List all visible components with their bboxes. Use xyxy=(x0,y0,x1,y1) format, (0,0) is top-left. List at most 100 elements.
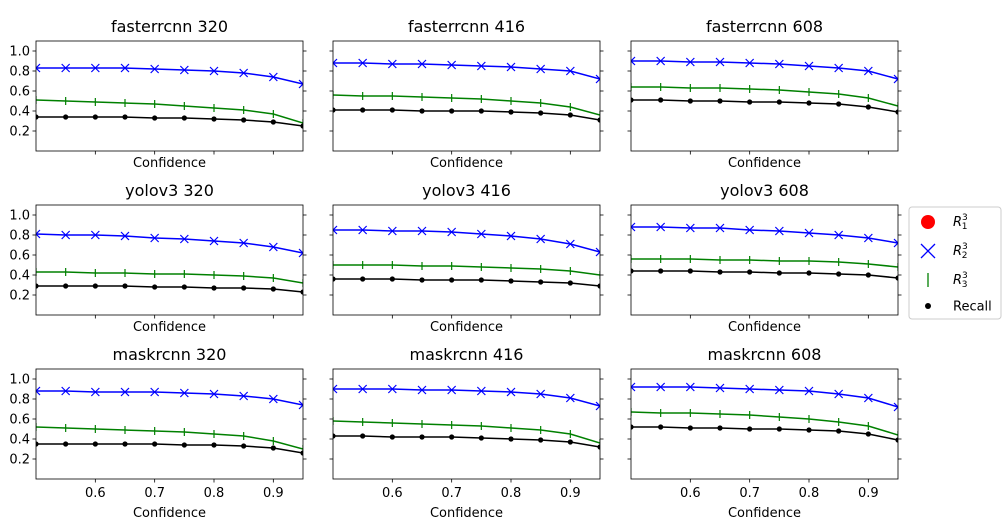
marker-recall xyxy=(747,269,753,275)
marker-r2 xyxy=(631,56,636,66)
x-tick-label: 0.9 xyxy=(858,486,879,501)
y-tick-label: 0.4 xyxy=(9,433,30,448)
y-tick-label: 0.8 xyxy=(9,65,30,80)
marker-r2 xyxy=(595,74,600,84)
series-group xyxy=(631,222,898,281)
legend-label-0: R3 1 xyxy=(953,213,968,232)
marker-r2 xyxy=(179,388,189,398)
marker-r2 xyxy=(804,61,814,71)
series-group xyxy=(36,229,303,295)
series-group xyxy=(36,386,303,456)
plot-frame xyxy=(35,368,304,480)
marker-recall xyxy=(419,277,425,283)
marker-r2 xyxy=(209,389,219,399)
marker-recall xyxy=(508,278,514,284)
marker-r2 xyxy=(333,58,338,68)
marker-recall xyxy=(152,441,158,447)
marker-recall xyxy=(597,444,600,450)
marker-recall xyxy=(836,101,842,107)
marker-recall xyxy=(152,284,158,290)
series-line-r3 xyxy=(631,258,898,268)
legend-label-sup: 3 xyxy=(962,213,968,223)
marker-recall xyxy=(419,434,425,440)
series-line-r3 xyxy=(333,94,600,116)
legend-label-base: R xyxy=(953,244,962,259)
plot-frame xyxy=(35,204,304,316)
marker-r2 xyxy=(565,66,575,76)
marker-recall xyxy=(806,427,812,433)
marker-recall xyxy=(122,283,128,289)
x-axis-label: Confidence xyxy=(430,320,503,335)
y-tick-label: 0.2 xyxy=(9,125,30,140)
marker-recall xyxy=(241,117,247,123)
marker-r2 xyxy=(715,223,725,233)
marker-recall xyxy=(122,114,128,120)
series-group xyxy=(333,384,600,450)
series-line-r3 xyxy=(333,420,600,444)
marker-recall xyxy=(63,441,69,447)
legend-label-sup: 3 xyxy=(962,271,968,281)
marker-r2 xyxy=(120,63,130,73)
series-line-r2 xyxy=(36,67,303,85)
legend-label-base: R xyxy=(953,273,962,288)
subplot-title: fasterrcnn 608 xyxy=(706,17,823,36)
subplot-title: yolov3 608 xyxy=(720,181,809,200)
y-tick-label: 0.8 xyxy=(9,393,30,408)
series-line-r2 xyxy=(631,386,898,408)
marker-r2 xyxy=(536,389,546,399)
series-group xyxy=(333,225,600,289)
x-axis-label: Confidence xyxy=(133,156,206,171)
marker-recall xyxy=(360,276,366,282)
marker-r2 xyxy=(120,231,130,241)
subplot-0: fasterrcnn 320 0.2 0.4 0.6 0.8 1.0 Confidence xyxy=(9,17,307,171)
marker-recall xyxy=(717,425,723,431)
marker-r2 xyxy=(239,68,249,78)
legend-label-1: R3 2 xyxy=(953,242,968,261)
marker-recall xyxy=(865,104,871,110)
x-tick-label: 0.8 xyxy=(204,486,225,501)
marker-r2 xyxy=(536,234,546,244)
marker-recall xyxy=(92,283,98,289)
marker-r2 xyxy=(36,229,41,239)
marker-r2 xyxy=(893,74,898,84)
legend-label-base: R xyxy=(953,215,962,230)
y-tick-label: 0.6 xyxy=(9,85,30,100)
marker-recall xyxy=(211,442,217,448)
marker-r2 xyxy=(834,230,844,240)
marker-recall xyxy=(449,277,455,283)
series-line-r2 xyxy=(631,226,898,244)
x-axis-label: Confidence xyxy=(430,506,503,521)
series-line-r3 xyxy=(36,271,303,284)
marker-r2 xyxy=(333,384,338,394)
series-line-r2 xyxy=(36,233,303,254)
marker-recall xyxy=(776,426,782,432)
marker-r2 xyxy=(656,382,666,392)
marker-recall xyxy=(181,284,187,290)
x-tick-label: 0.6 xyxy=(680,486,701,501)
marker-r2 xyxy=(893,402,898,412)
marker-r2 xyxy=(893,238,898,248)
marker-recall xyxy=(508,436,514,442)
marker-recall xyxy=(92,114,98,120)
marker-recall xyxy=(658,424,664,430)
y-tick-label: 0.4 xyxy=(9,105,30,120)
marker-r2 xyxy=(61,230,71,240)
marker-r2 xyxy=(685,223,695,233)
marker-recall xyxy=(181,442,187,448)
plot-frame xyxy=(332,368,601,480)
series-line-r2 xyxy=(333,388,600,407)
x-axis-label: Confidence xyxy=(728,156,801,171)
marker-recall xyxy=(631,424,634,430)
marker-recall xyxy=(687,268,693,274)
marker-r2 xyxy=(239,238,249,248)
marker-recall xyxy=(895,437,898,443)
marker-r2 xyxy=(656,222,666,232)
x-axis-label: Confidence xyxy=(133,320,206,335)
series-group xyxy=(36,63,303,129)
marker-r2 xyxy=(90,387,100,397)
subplot-title: yolov3 320 xyxy=(125,181,214,200)
series-line-r2 xyxy=(36,390,303,406)
marker-r2 xyxy=(536,64,546,74)
marker-recall xyxy=(63,114,69,120)
